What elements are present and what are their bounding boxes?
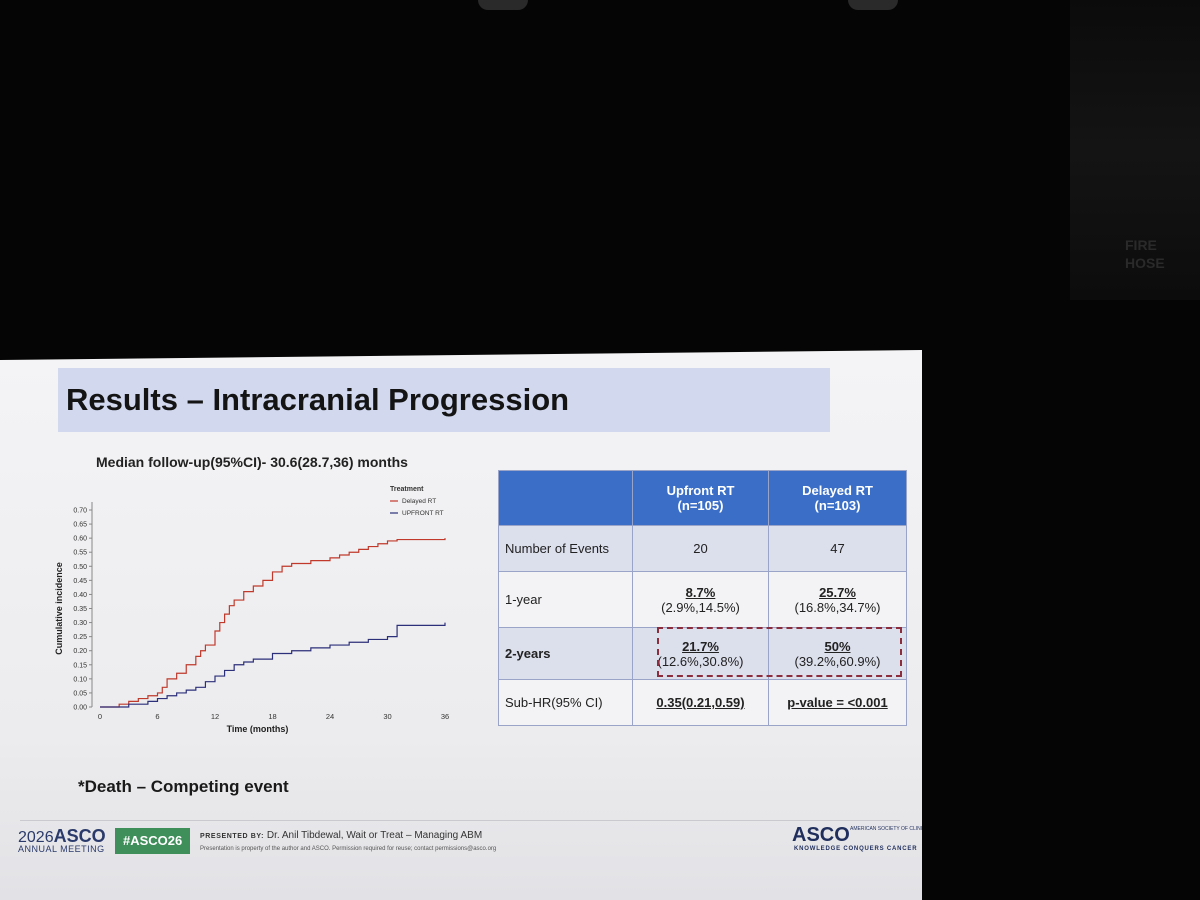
table-row: Sub-HR(95% CI) 0.35(0.21,0.59) p-value =… <box>498 679 907 726</box>
y-tick-label: 0.70 <box>73 508 87 515</box>
row-label: 2-years <box>498 627 633 680</box>
side-sign: FIRE HOSE <box>1125 237 1165 271</box>
y-tick-label: 0.20 <box>73 648 87 655</box>
hashtag-badge: #ASCO26 <box>115 828 191 854</box>
meeting-logo: 2026ASCO <box>18 826 106 846</box>
y-tick-label: 0.25 <box>73 634 87 641</box>
series-line-upfront-rt <box>100 622 446 708</box>
y-tick-label: 0.60 <box>73 536 87 543</box>
slide-subtitle: Median follow-up(95%CI)- 30.6(28.7,36) m… <box>96 454 408 470</box>
y-axis-label: Cumulative incidence <box>54 562 64 655</box>
y-tick-label: 0.40 <box>73 592 87 599</box>
asco-society: AMERICAN SOCIETY OF CLINICAL ONCOLOGY <box>850 826 962 832</box>
cell-upfront: 21.7% (12.6%,30.8%) <box>632 627 769 680</box>
cell-delayed: 25.7% (16.8%,34.7%) <box>768 571 907 628</box>
y-tick-label: 0.30 <box>73 620 87 627</box>
legend-entry: Delayed RT <box>402 498 436 505</box>
asco-tagline: KNOWLEDGE CONQUERS CANCER <box>794 846 918 852</box>
cell-delayed: p-value = <0.001 <box>768 679 907 726</box>
y-tick-label: 0.15 <box>73 662 87 669</box>
table-header-upfront: Upfront RT (n=105) <box>632 470 769 526</box>
x-tick-label: 0 <box>98 712 102 721</box>
legend-title: Treatment <box>390 486 424 493</box>
property-note: Presentation is property of the author a… <box>200 846 497 852</box>
x-tick-label: 30 <box>383 712 391 721</box>
x-tick-label: 24 <box>326 712 334 721</box>
y-tick-label: 0.45 <box>73 578 87 585</box>
cumulative-incidence-chart: 0.00 0.05 0.10 0.15 0.20 0.25 0.30 0.35 0.40 0.45… <box>50 475 470 750</box>
legend-entry: UPFRONT RT <box>402 510 444 517</box>
y-tick-label: 0.65 <box>73 522 87 529</box>
table-row: Number of Events 20 47 <box>498 525 907 572</box>
y-tick-label: 0.10 <box>73 676 87 683</box>
cell-upfront: 20 <box>632 525 769 572</box>
table-header-empty <box>498 470 633 526</box>
y-tick-label: 0.00 <box>73 705 87 712</box>
table-header-row: Upfront RT (n=105) Delayed RT (n=103) <box>498 470 907 526</box>
x-axis-label: Time (months) <box>227 724 289 734</box>
cell-delayed: 50% (39.2%,60.9%) <box>768 627 907 680</box>
footer-divider <box>20 820 900 821</box>
y-tick-label: 0.35 <box>73 606 87 613</box>
background-stage <box>1070 0 1200 300</box>
x-tick-label: 6 <box>155 712 159 721</box>
x-tick-label: 18 <box>268 712 276 721</box>
cell-upfront: 8.7% (2.9%,14.5%) <box>632 571 769 628</box>
ceiling-fixture <box>848 0 898 10</box>
results-table: Upfront RT (n=105) Delayed RT (n=103) Numb… <box>498 470 907 726</box>
row-label: Sub-HR(95% CI) <box>498 679 633 726</box>
cell-delayed: 47 <box>768 525 907 572</box>
y-tick-label: 0.50 <box>73 564 87 571</box>
slide-title: Results – Intracranial Progression <box>66 382 570 417</box>
cell-upfront: 0.35(0.21,0.59) <box>632 679 769 726</box>
slide: Results – Intracranial Progression Media… <box>0 350 922 900</box>
table-header-delayed: Delayed RT (n=103) <box>768 470 907 526</box>
ceiling-fixture <box>478 0 528 10</box>
footnote: *Death – Competing event <box>78 777 289 796</box>
table-row: 2-years 21.7% (12.6%,30.8%) 50% (39.2%,60.… <box>498 627 907 680</box>
row-label: Number of Events <box>498 525 633 572</box>
table-row: 1-year 8.7% (2.9%,14.5%) 25.7% (16.8%,34.7… <box>498 571 907 628</box>
title-bar <box>58 368 830 432</box>
meeting-label: ANNUAL MEETING <box>18 844 105 854</box>
asco-logo: ASCO <box>792 824 850 846</box>
series-line-delayed-rt <box>100 538 446 708</box>
x-tick-label: 36 <box>441 712 449 721</box>
presenter-line: PRESENTED BY: Dr. Anil Tibdewal, Wait or… <box>200 830 483 841</box>
chart-svg: 0.00 0.05 0.10 0.15 0.20 0.25 0.30 0.35 0.40 0.45… <box>54 486 449 734</box>
row-label: 1-year <box>498 571 633 628</box>
x-tick-label: 12 <box>211 712 219 721</box>
y-tick-label: 0.05 <box>73 690 87 697</box>
y-tick-label: 0.55 <box>73 550 87 557</box>
